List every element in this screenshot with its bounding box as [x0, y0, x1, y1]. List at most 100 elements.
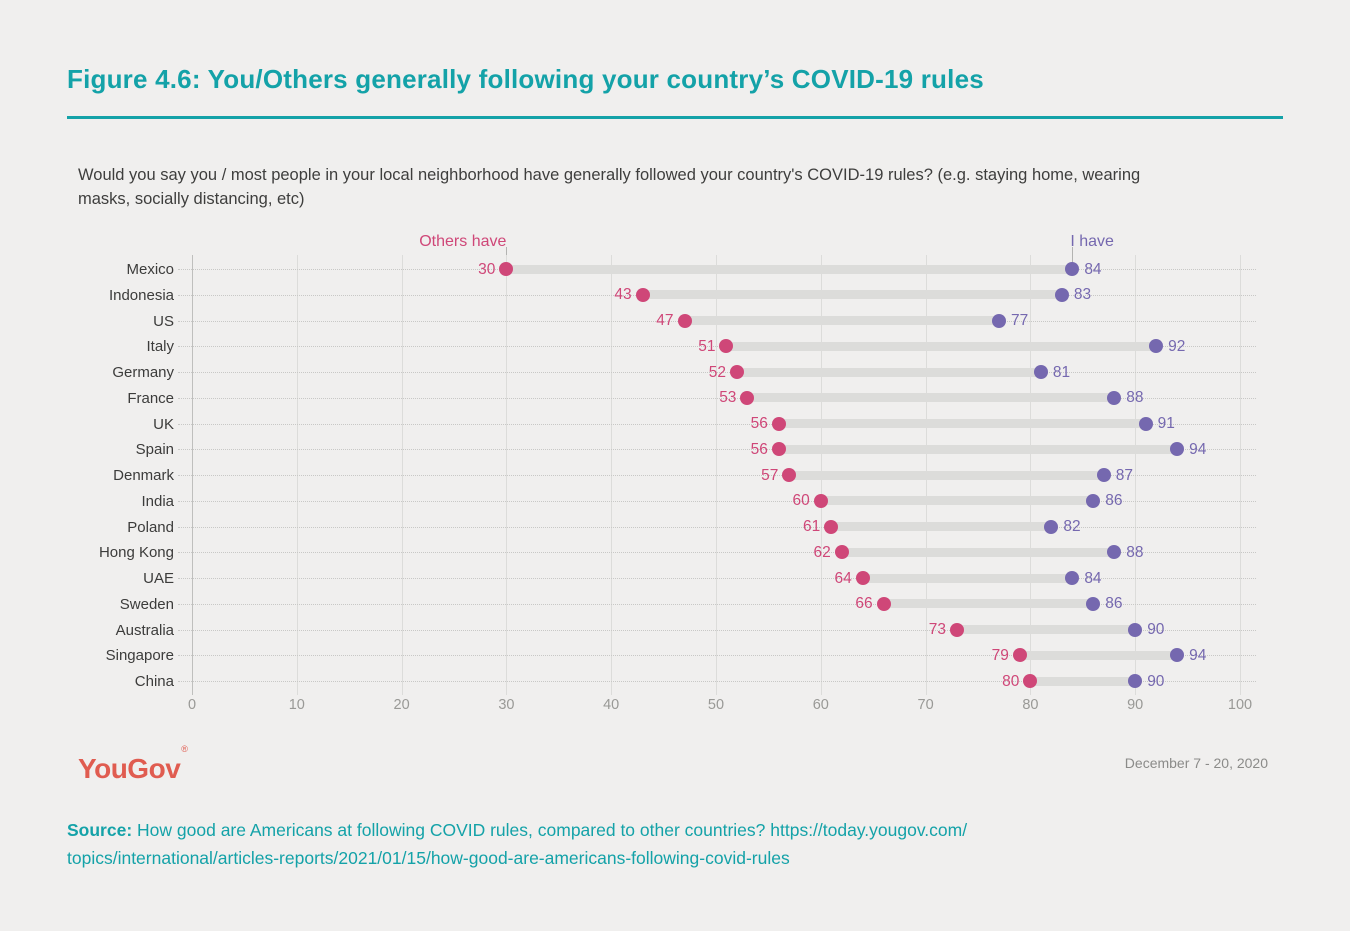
category-label: Australia	[115, 621, 174, 639]
x-axis: 0 10 20 30 40 50 60 70 80 90 100	[188, 697, 1254, 721]
row-gridline	[178, 603, 1256, 605]
registered-mark: ®	[181, 744, 188, 754]
others-dot	[782, 468, 797, 482]
others-dot	[771, 442, 786, 457]
row-gridline	[178, 397, 1256, 399]
dumbbell-bar	[684, 316, 999, 325]
category-label: Singapore	[105, 647, 174, 665]
dumbbell-bar	[778, 444, 1178, 454]
ihave-value-label: 84	[1084, 260, 1102, 278]
dumbbell-bar	[726, 341, 1157, 351]
dumbbell-bar	[862, 573, 1073, 583]
x-tick-label: 60	[812, 697, 829, 713]
x-tick-label: 40	[603, 697, 620, 713]
others-value-label: 79	[991, 646, 1009, 664]
row-gridline	[178, 629, 1256, 631]
source-line1: How good are Americans at following COVI…	[137, 820, 968, 840]
category-label: Sweden	[119, 595, 174, 613]
category-label: Denmark	[113, 467, 174, 484]
others-dot	[876, 596, 891, 611]
others-value-label: 57	[761, 466, 779, 484]
row-gridline	[178, 423, 1256, 425]
ihave-dot	[1065, 571, 1080, 585]
source-note: Source: How good are Americans at follow…	[67, 816, 1287, 872]
others-value-label: 30	[478, 260, 496, 278]
ihave-dot	[1128, 674, 1143, 688]
others-value-label: 56	[750, 440, 768, 458]
x-tick-label: 10	[288, 697, 305, 713]
others-dot	[740, 390, 755, 405]
others-dot	[677, 313, 692, 328]
x-tick-label: 100	[1227, 697, 1253, 713]
ihave-dot	[1033, 365, 1048, 379]
row-gridline	[178, 500, 1256, 502]
ihave-value-label: 86	[1105, 492, 1123, 510]
row-gridline	[178, 372, 1256, 373]
legend-ihave-tick	[1072, 247, 1074, 263]
ihave-dot	[1096, 468, 1111, 482]
others-dot	[719, 339, 734, 354]
dumbbell-bar	[778, 419, 1146, 428]
dumbbell-bar	[789, 470, 1104, 480]
others-value-label: 62	[813, 543, 831, 561]
ihave-value-label: 90	[1147, 621, 1165, 638]
others-dot	[813, 493, 828, 508]
ihave-value-label: 94	[1189, 440, 1207, 458]
row-gridline	[178, 449, 1256, 451]
ihave-value-label: 86	[1105, 595, 1123, 613]
dumbbell-bar	[736, 367, 1041, 377]
ihave-value-label: 91	[1157, 415, 1175, 432]
x-tick-label: 80	[1022, 697, 1039, 713]
dumbbell-bar	[883, 599, 1094, 609]
dumbbell-bar	[1019, 650, 1178, 660]
category-label: Germany	[112, 364, 174, 381]
ihave-dot	[1170, 648, 1185, 663]
survey-question-line1: Would you say you / most people in your …	[78, 166, 1141, 184]
others-value-label: 80	[1002, 672, 1020, 690]
others-value-label: 51	[698, 337, 716, 355]
dumbbell-bar	[957, 625, 1136, 634]
others-dot	[1023, 674, 1038, 688]
category-label: Indonesia	[108, 286, 174, 304]
x-tick-label: 30	[498, 697, 515, 713]
row-gridline	[178, 526, 1256, 528]
others-value-label: 43	[614, 286, 632, 304]
dumbbell-bar	[642, 290, 1062, 300]
row-gridline	[178, 655, 1256, 657]
others-value-label: 73	[928, 621, 947, 638]
ihave-dot	[1138, 416, 1153, 431]
ihave-dot	[1044, 519, 1059, 534]
ihave-dot	[991, 313, 1006, 328]
category-label: UK	[153, 415, 174, 433]
ihave-value-label: 88	[1126, 389, 1144, 407]
ihave-dot	[1170, 442, 1185, 457]
others-value-label: 56	[750, 415, 768, 432]
others-value-label: 52	[708, 363, 726, 381]
others-dot	[729, 365, 744, 379]
others-dot	[499, 262, 514, 276]
category-label: Italy	[146, 338, 174, 356]
source-label: Source:	[67, 820, 133, 840]
ihave-value-label: 94	[1189, 646, 1207, 664]
row-gridline	[178, 552, 1256, 554]
ihave-value-label: 92	[1168, 337, 1186, 355]
row-gridline	[178, 346, 1256, 348]
others-dot	[855, 571, 870, 585]
ihave-dot	[1149, 339, 1164, 354]
category-label: Mexico	[126, 261, 174, 278]
legend-ihave-label: I have	[1070, 233, 1114, 250]
ihave-value-label: 90	[1147, 672, 1165, 690]
yougov-logo: YouGov®	[78, 744, 188, 784]
ihave-dot	[1086, 596, 1101, 611]
ihave-dot	[1054, 287, 1069, 302]
category-label: China	[134, 673, 174, 690]
figure-title: Figure 4.6: You/Others generally followi…	[67, 64, 984, 94]
ihave-dot	[1065, 262, 1080, 276]
ihave-value-label: 84	[1084, 569, 1102, 587]
source-line2: topics/international/articles-reports/20…	[67, 848, 790, 868]
dumbbell-bar	[506, 264, 1073, 274]
row-gridline	[178, 578, 1256, 579]
survey-question: Would you say you / most people in your …	[78, 163, 1258, 211]
x-tick-label: 0	[187, 697, 197, 713]
